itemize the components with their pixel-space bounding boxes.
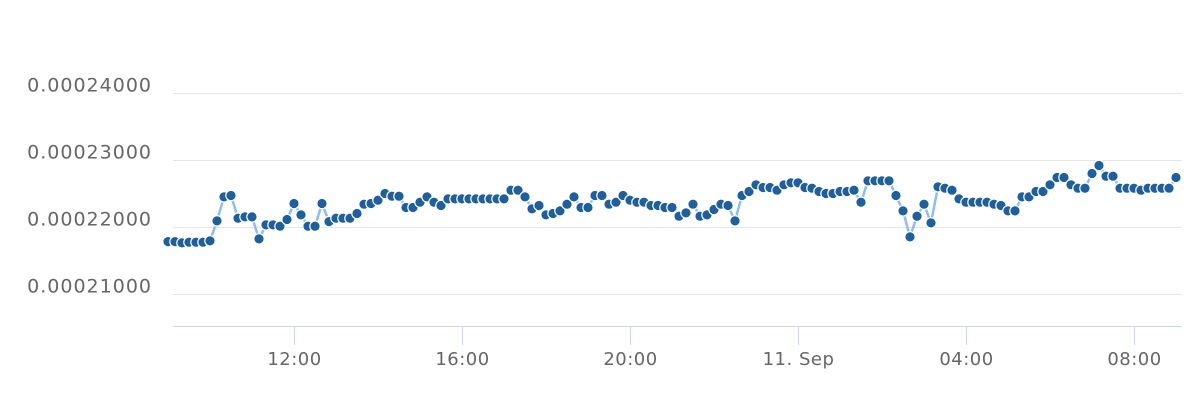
data-point[interactable] (596, 189, 608, 202)
data-point[interactable] (848, 184, 860, 196)
x-tick-label: 12:00 (267, 349, 321, 370)
y-axis-labels: 0.00021000 0.00022000 0.00023000 0.00024000 (27, 75, 152, 298)
data-point[interactable] (743, 185, 755, 198)
data-point[interactable] (309, 220, 321, 232)
data-point[interactable] (372, 194, 384, 206)
x-tick-label: 16:00 (435, 349, 489, 370)
data-point[interactable] (211, 215, 223, 227)
data-point[interactable] (1079, 182, 1091, 194)
data-point[interactable] (1058, 171, 1070, 184)
data-point[interactable] (393, 190, 405, 202)
data-point[interactable] (568, 191, 580, 203)
data-point[interactable] (897, 205, 909, 217)
data-point[interactable] (1163, 182, 1175, 194)
data-point[interactable] (253, 233, 265, 245)
data-point[interactable] (610, 196, 622, 208)
y-tick-label: 0.00021000 (27, 276, 152, 298)
data-point[interactable] (435, 199, 447, 212)
data-point[interactable] (246, 211, 258, 223)
data-point[interactable] (519, 191, 531, 203)
data-point[interactable] (666, 201, 678, 214)
data-point[interactable] (1044, 179, 1056, 191)
data-point[interactable] (204, 235, 216, 247)
data-point[interactable] (687, 198, 699, 210)
x-axis-labels: 12:00 16:00 20:00 11. Sep 04:00 08:00 (267, 327, 1161, 370)
x-tick-label: 04:00 (939, 349, 993, 370)
data-point[interactable] (729, 215, 741, 227)
data-point[interactable] (855, 196, 867, 208)
data-point[interactable] (316, 197, 328, 210)
y-tick-label: 0.00024000 (27, 75, 152, 97)
data-point[interactable] (1009, 205, 1021, 217)
data-point[interactable] (533, 199, 545, 212)
data-point[interactable] (1170, 171, 1182, 184)
data-point[interactable] (722, 199, 734, 212)
data-point[interactable] (1086, 167, 1098, 180)
data-point[interactable] (274, 220, 286, 232)
data-point[interactable] (554, 205, 566, 217)
grid-lines (173, 93, 1182, 295)
data-point[interactable] (911, 210, 923, 222)
data-point[interactable] (890, 189, 902, 202)
data-point[interactable] (582, 201, 594, 214)
data-point[interactable] (1037, 185, 1049, 198)
data-point[interactable] (288, 197, 300, 210)
data-point[interactable] (946, 184, 958, 196)
x-tick-label: 08:00 (1107, 349, 1161, 370)
data-point[interactable] (225, 189, 237, 202)
data-point[interactable] (351, 207, 363, 220)
data-points (162, 159, 1182, 249)
data-point[interactable] (680, 207, 692, 219)
x-tick-label: 20:00 (603, 349, 657, 370)
data-point[interactable] (561, 198, 573, 210)
data-point[interactable] (925, 217, 937, 229)
data-point[interactable] (918, 198, 930, 210)
data-point[interactable] (498, 193, 510, 205)
data-point[interactable] (295, 209, 307, 221)
y-tick-label: 0.00023000 (27, 142, 152, 164)
y-tick-label: 0.00022000 (27, 209, 152, 231)
data-point[interactable] (883, 175, 895, 187)
data-point[interactable] (512, 184, 524, 196)
data-point[interactable] (281, 213, 293, 226)
data-point[interactable] (1107, 170, 1119, 182)
x-tick-label: 11. Sep (763, 349, 835, 370)
data-point[interactable] (904, 231, 916, 243)
data-point[interactable] (1093, 159, 1105, 172)
